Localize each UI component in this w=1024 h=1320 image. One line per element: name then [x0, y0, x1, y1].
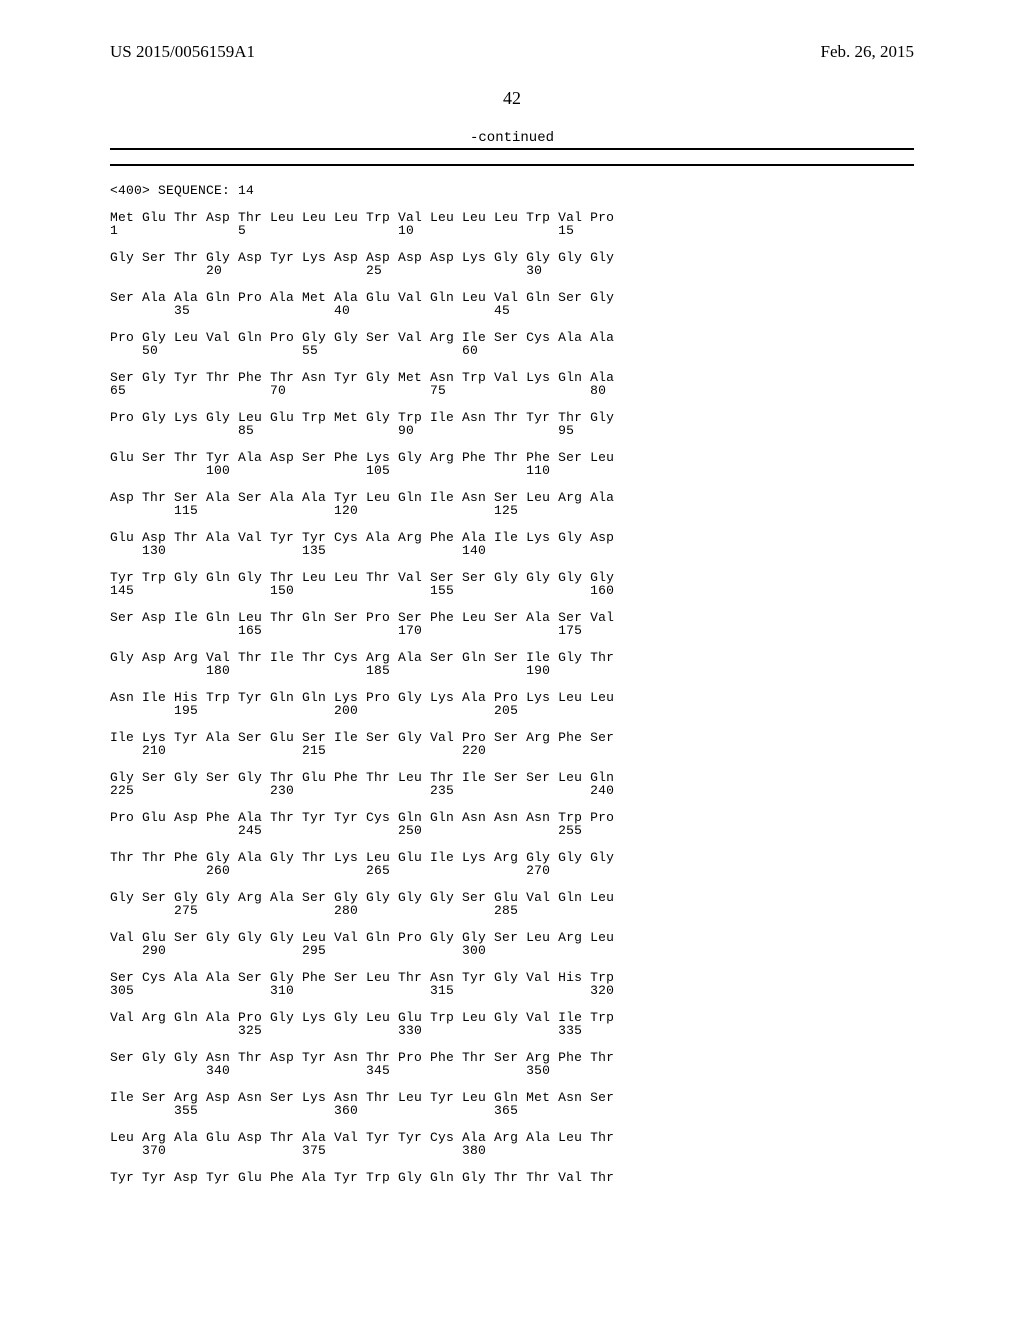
continued-label: -continued	[0, 130, 1024, 146]
publication-number: US 2015/0056159A1	[110, 42, 255, 62]
sequence-gap	[110, 1037, 614, 1051]
sequence-gap	[110, 997, 614, 1011]
sequence-gap	[110, 357, 614, 371]
sequence-line: 225 230 235 240	[110, 784, 614, 797]
sequence-line: 340 345 350	[110, 1064, 614, 1077]
sequence-line: 290 295 300	[110, 944, 614, 957]
sequence-gap	[110, 557, 614, 571]
sequence-line: 325 330 335	[110, 1024, 614, 1037]
sequence-line: 165 170 175	[110, 624, 614, 637]
sequence-line: 195 200 205	[110, 704, 614, 717]
sequence-gap	[110, 757, 614, 771]
sequence-gap	[110, 917, 614, 931]
horizontal-rule-top	[110, 148, 914, 150]
publication-header: US 2015/0056159A1 Feb. 26, 2015	[110, 42, 914, 62]
sequence-gap	[110, 1117, 614, 1131]
sequence-gap	[110, 277, 614, 291]
sequence-line: 145 150 155 160	[110, 584, 614, 597]
sequence-gap	[110, 597, 614, 611]
sequence-line: 245 250 255	[110, 824, 614, 837]
sequence-gap	[110, 677, 614, 691]
sequence-line: 130 135 140	[110, 544, 614, 557]
sequence-line: 305 310 315 320	[110, 984, 614, 997]
sequence-gap	[110, 197, 614, 211]
sequence-line: 260 265 270	[110, 864, 614, 877]
sequence-gap	[110, 837, 614, 851]
sequence-listing: <400> SEQUENCE: 14Met Glu Thr Asp Thr Le…	[110, 184, 614, 1184]
page-container: US 2015/0056159A1 Feb. 26, 2015 42 -cont…	[0, 0, 1024, 1320]
sequence-line: 275 280 285	[110, 904, 614, 917]
sequence-line: 20 25 30	[110, 264, 614, 277]
horizontal-rule-bottom	[110, 164, 914, 166]
sequence-gap	[110, 517, 614, 531]
sequence-line: 355 360 365	[110, 1104, 614, 1117]
sequence-gap	[110, 717, 614, 731]
sequence-gap	[110, 957, 614, 971]
sequence-gap	[110, 437, 614, 451]
page-number: 42	[0, 88, 1024, 109]
sequence-line: 180 185 190	[110, 664, 614, 677]
sequence-gap	[110, 1077, 614, 1091]
sequence-line: 1 5 10 15	[110, 224, 614, 237]
sequence-gap	[110, 637, 614, 651]
sequence-gap	[110, 237, 614, 251]
sequence-line: 65 70 75 80	[110, 384, 614, 397]
sequence-gap	[110, 397, 614, 411]
sequence-line: 35 40 45	[110, 304, 614, 317]
sequence-line: 85 90 95	[110, 424, 614, 437]
sequence-line: 370 375 380	[110, 1144, 614, 1157]
sequence-line: 100 105 110	[110, 464, 614, 477]
sequence-line: 115 120 125	[110, 504, 614, 517]
sequence-line: Tyr Tyr Asp Tyr Glu Phe Ala Tyr Trp Gly …	[110, 1171, 614, 1184]
sequence-gap	[110, 1157, 614, 1171]
sequence-gap	[110, 877, 614, 891]
sequence-gap	[110, 317, 614, 331]
publication-date: Feb. 26, 2015	[821, 42, 915, 62]
sequence-line: 210 215 220	[110, 744, 614, 757]
sequence-line: <400> SEQUENCE: 14	[110, 184, 614, 197]
sequence-line: 50 55 60	[110, 344, 614, 357]
sequence-gap	[110, 477, 614, 491]
sequence-gap	[110, 797, 614, 811]
